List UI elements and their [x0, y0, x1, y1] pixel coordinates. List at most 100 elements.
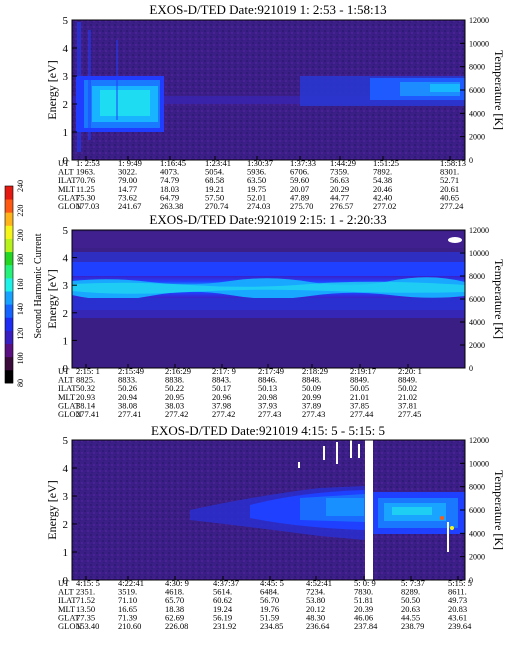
orbit-cell: 238.79: [401, 621, 424, 631]
orbit-cell: 16.65: [118, 604, 137, 614]
colorbar: 80 100 120 140 160 180 200 220 240 Second Harmon…: [4, 180, 44, 387]
orbit-cell: 277.42: [212, 409, 235, 419]
orbit-cell: 56.19: [213, 612, 232, 622]
orbit-cell: 8843.: [212, 375, 231, 385]
orbit-cell: 2351.: [76, 587, 95, 597]
orbit-cell: 8825.: [76, 375, 95, 385]
orbit-cell: 79.00: [118, 175, 137, 185]
orbit-cell: 3519.: [118, 587, 137, 597]
orbit-cell: 11.25: [76, 184, 95, 194]
orbit-cell: 8301.: [440, 167, 459, 177]
orbit-cell: 50.26: [118, 383, 137, 393]
orbit-cell: 50.32: [76, 383, 95, 393]
orbit-cell: 8838.: [165, 375, 184, 385]
colorbar-blocks: [4, 185, 14, 384]
y2-tick-label: 10000: [469, 39, 489, 48]
orbit-row-label: ILAT: [58, 383, 77, 393]
orbit-cell: 20.61: [440, 184, 459, 194]
colorbar-tick-label: 220: [16, 205, 25, 217]
orbit-cell: 68.58: [205, 175, 224, 185]
orbit-cell: 1:44:29: [330, 158, 356, 168]
y2-tick-label: 4000: [469, 109, 485, 118]
orbit-cell: 4:45: 5: [260, 578, 284, 588]
orbit-cell: 4:52:41: [306, 578, 332, 588]
orbit-cell: 1963.: [76, 167, 95, 177]
orbit-cell: 2:20: 1: [398, 366, 422, 376]
orbit-cell: 5614.: [213, 587, 232, 597]
colorbar-block: [5, 356, 13, 371]
orbit-cell: 2:17: 9: [212, 366, 236, 376]
orbit-cell: 38.08: [118, 400, 137, 410]
panel-1-ylabel: Energy [eV]: [45, 60, 59, 119]
colorbar-ticks: 80 100 120 140 160 180 200 220 240: [16, 180, 25, 387]
y-tick-label: 2: [63, 519, 69, 531]
orbit-cell: 234.85: [260, 621, 283, 631]
orbit-cell: 63.50: [247, 175, 266, 185]
orbit-cell: 5:15: 5: [448, 578, 472, 588]
orbit-cell: 74.79: [160, 175, 179, 185]
orbit-cell: 4:15: 5: [76, 578, 100, 588]
y2-tick-label: 2000: [469, 553, 485, 562]
orbit-cell: 4:37:37: [213, 578, 239, 588]
orbit-row-label: GLAT: [58, 192, 81, 202]
orbit-cell: 277.02: [373, 201, 396, 211]
orbit-cell: 6484.: [260, 587, 279, 597]
orbit-cell: 241.67: [118, 201, 141, 211]
orbit-cell: 277.45: [398, 409, 421, 419]
orbit-cell: 20.96: [212, 392, 231, 402]
panel-1-y2label: Temperature [K]: [492, 50, 505, 130]
orbit-row-label: GLON: [58, 201, 82, 211]
colorbar-block: [5, 212, 13, 226]
orbit-cell: 57.50: [205, 192, 224, 202]
y-tick-label: 4: [63, 253, 69, 265]
orbit-cell: 8848.: [302, 375, 321, 385]
orbit-cell: 8849.: [350, 375, 369, 385]
orbit-cell: 270.74: [205, 201, 229, 211]
orbit-cell: 20.29: [330, 184, 349, 194]
orbit-cell: 60.62: [213, 595, 232, 605]
orbit-cell: 56.70: [260, 595, 279, 605]
y-tick-label: 4: [63, 43, 69, 55]
orbit-cell: 8289.: [401, 587, 420, 597]
orbit-cell: 48.30: [306, 612, 325, 622]
orbit-cell: 53.80: [306, 595, 325, 605]
orbit-cell: 8846.: [258, 375, 277, 385]
orbit-cell: 43.61: [448, 612, 467, 622]
orbit-cell: 5054.: [205, 167, 224, 177]
y2-tick-label: 6000: [469, 506, 485, 515]
orbit-row-label: ALT: [58, 375, 75, 385]
orbit-cell: 5: 7:37: [401, 578, 425, 588]
orbit-cell: 70.76: [76, 175, 95, 185]
orbit-cell: 2:16:29: [165, 366, 191, 376]
orbit-cell: 44.77: [330, 192, 349, 202]
y-tick-label: 0: [63, 363, 69, 375]
colorbar-tick-label: 140: [16, 303, 25, 315]
colorbar-block: [5, 330, 13, 344]
colorbar-block: [5, 277, 13, 292]
orbit-row-label: ILAT: [58, 175, 77, 185]
orbit-cell: 275.70: [290, 201, 313, 211]
colorbar-tick-label: 200: [16, 229, 25, 241]
colorbar-block: [5, 291, 13, 305]
orbit-cell: 237.84: [354, 621, 378, 631]
panel-3-axes: 0 1 2 3 4 5 0 2000 4000 6000 8000 10000 12000: [63, 435, 490, 587]
y2-tick-label: 4000: [469, 318, 485, 327]
orbit-cell: 20.93: [76, 392, 95, 402]
orbit-cell: 20.07: [290, 184, 309, 194]
orbit-cell: 277.24: [440, 201, 464, 211]
orbit-cell: 7234.: [306, 587, 325, 597]
orbit-cell: 5: 0: 9: [354, 578, 376, 588]
orbit-cell: 50.09: [302, 383, 321, 393]
y-tick-label: 5: [63, 435, 69, 447]
panel-2-axes: 0 1 2 3 4 5 0 2000 4000 6000 8000 10000 12000: [63, 225, 490, 375]
y-tick-label: 2: [63, 308, 69, 320]
orbit-cell: 7359.: [330, 167, 349, 177]
orbit-cell: 5936.: [247, 167, 266, 177]
orbit-cell: 56.63: [330, 175, 349, 185]
y-tick-label: 0: [63, 575, 69, 587]
colorbar-tick-label: 180: [16, 254, 25, 266]
orbit-cell: 2:18:29: [302, 366, 328, 376]
y2-tick-label: 2000: [469, 341, 485, 350]
y-tick-label: 3: [63, 71, 69, 83]
